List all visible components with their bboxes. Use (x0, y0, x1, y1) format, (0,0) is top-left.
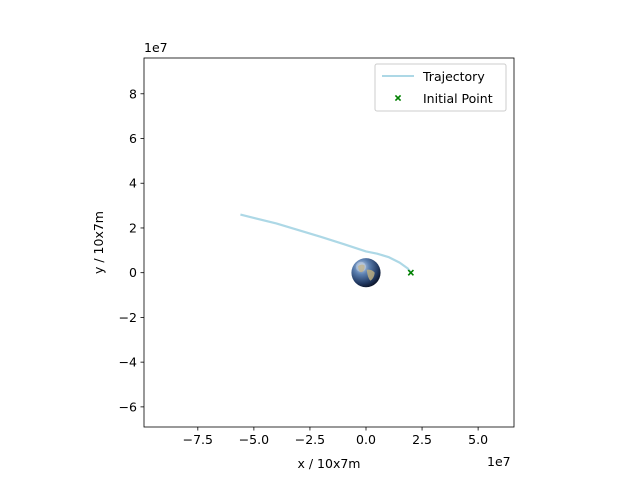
legend-initial-point-label: Initial Point (423, 91, 493, 106)
x-tick-label: 2.5 (412, 432, 432, 447)
x-tick-label: −5.0 (239, 432, 269, 447)
x-axis-label: x / 10x7m (298, 456, 361, 471)
x-tick-label: 5.0 (468, 432, 488, 447)
earth-continent (357, 264, 365, 273)
y-tick-label: 4 (129, 176, 137, 191)
legend-trajectory-label: Trajectory (422, 69, 485, 84)
y-offset-label: 1e7 (144, 40, 168, 55)
earth-image (351, 258, 381, 288)
x-tick-label: 0.0 (356, 432, 376, 447)
earth-continent (366, 269, 375, 281)
earth-land (355, 261, 375, 281)
earth-highlight (355, 261, 367, 272)
axes-frame (143, 57, 515, 428)
y-tick-label: 8 (129, 86, 137, 101)
ticks: −7.5 −5.0 −2.5 0.0 2.5 5.0 −6 −4 −2 0 2 4 6 8 (119, 86, 489, 447)
y-tick-label: 6 (129, 131, 137, 146)
y-tick-label: 0 (129, 265, 137, 280)
earth-globe (351, 258, 381, 288)
x-tick-label: −2.5 (295, 432, 325, 447)
legend: Trajectory Initial Point (374, 63, 507, 112)
plot-area (240, 213, 415, 288)
y-tick-label: −4 (119, 355, 137, 370)
trajectory-line (240, 213, 412, 274)
y-axis-label: y / 10x7m (91, 211, 106, 274)
y-tick-label: 2 (129, 220, 137, 235)
legend-initial-point-marker (394, 94, 402, 102)
y-tick-label: −2 (119, 310, 137, 325)
x-tick-label: −7.5 (183, 432, 213, 447)
y-tick-label: −6 (119, 399, 137, 414)
initial-point-marker (407, 269, 415, 276)
x-offset-label: 1e7 (487, 454, 511, 469)
